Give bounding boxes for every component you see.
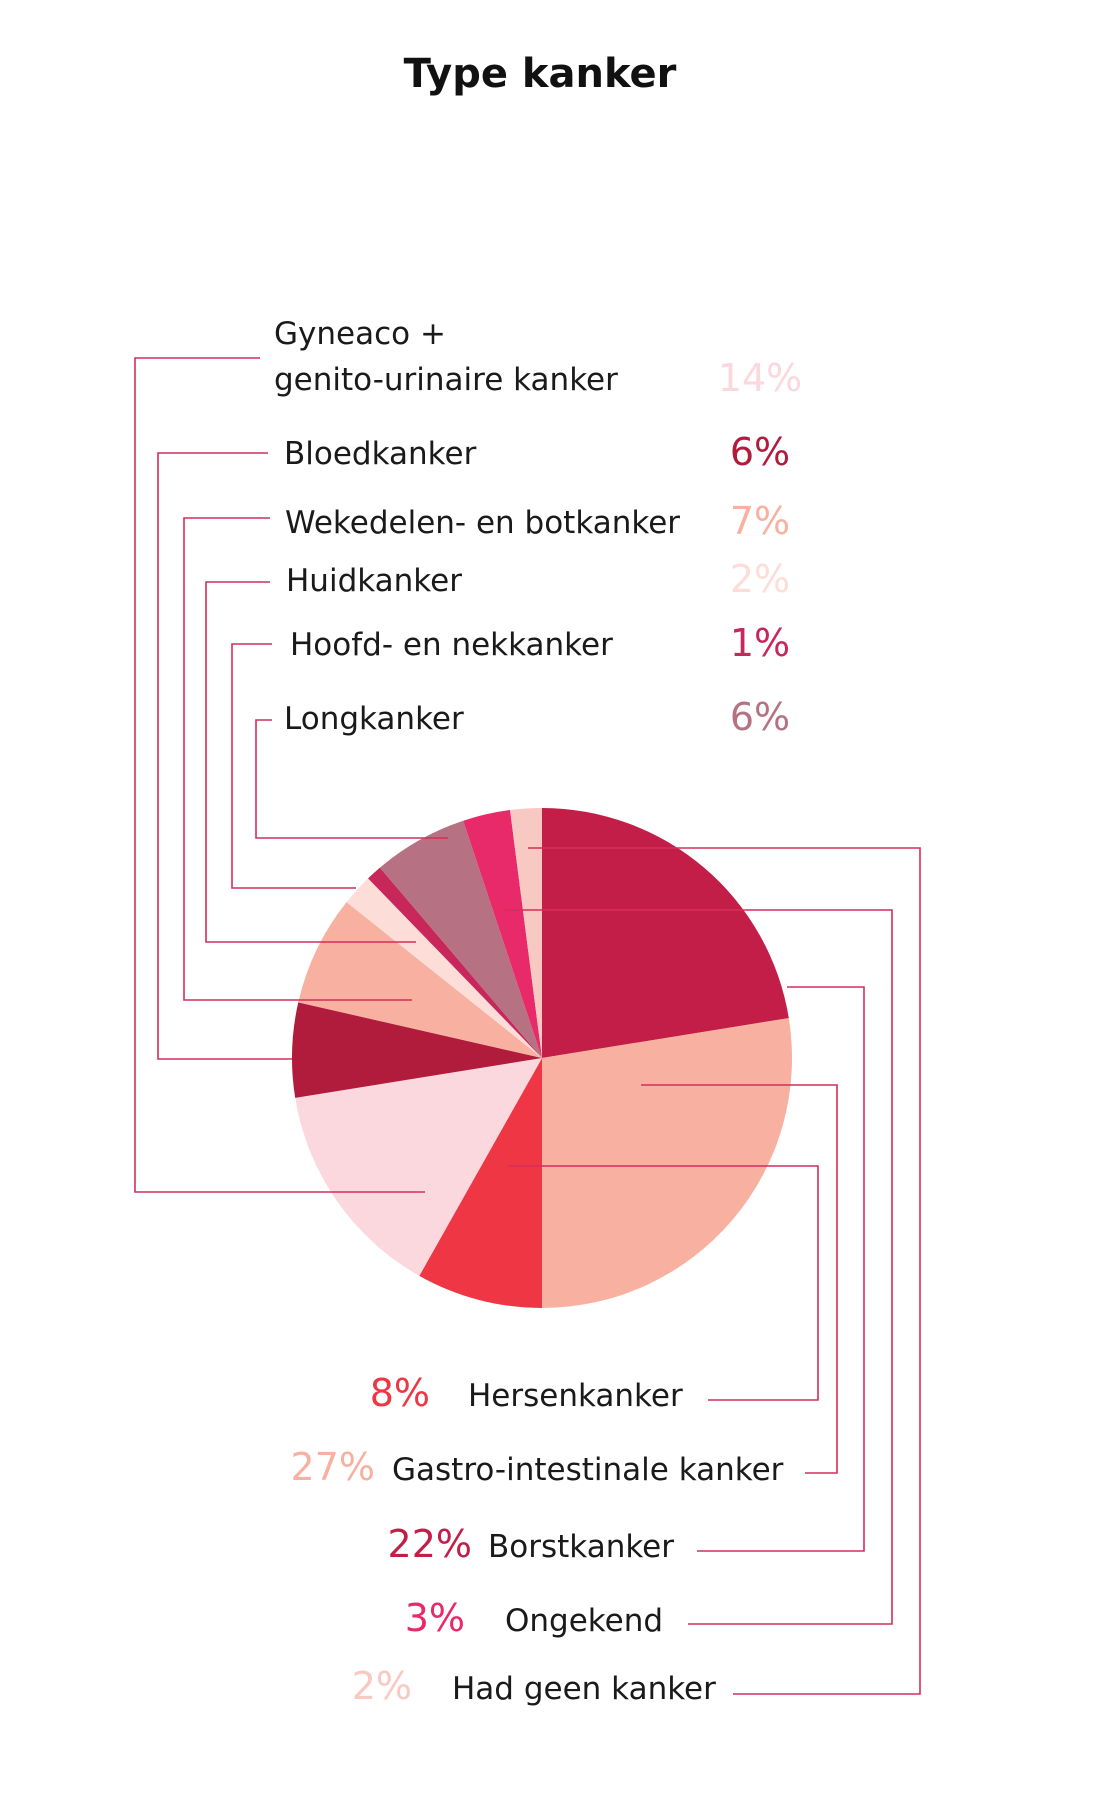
legend-label-hoofd-nek: Hoofd- en nekkanker xyxy=(290,627,613,663)
legend-value-gyneaco: 14% xyxy=(718,356,802,400)
pie-slice xyxy=(419,1058,542,1308)
pie-slice xyxy=(542,808,789,1058)
pie-slices xyxy=(291,808,793,1309)
pie-slice xyxy=(379,820,542,1058)
legend-value-gastro: 27% xyxy=(291,1445,375,1489)
legend-value-geen-kanker: 2% xyxy=(352,1664,412,1708)
pie-slice xyxy=(463,810,542,1058)
legend-label-wekedelen: Wekedelen- en botkanker xyxy=(285,505,680,541)
leader-line xyxy=(134,357,425,1193)
leader-line xyxy=(505,909,893,1625)
legend-value-hersenkanker: 8% xyxy=(370,1371,430,1415)
leader-line xyxy=(697,986,865,1552)
leader-line xyxy=(183,517,412,1001)
legend-label-huidkanker: Huidkanker xyxy=(286,563,462,599)
leader-line xyxy=(641,1084,838,1474)
leader-lines xyxy=(134,357,921,1695)
leader-line xyxy=(528,847,921,1695)
pie-slice xyxy=(295,1058,542,1276)
legend-value-longkanker: 6% xyxy=(730,695,790,739)
legend-label-gyneaco-line2: genito-urinaire kanker xyxy=(274,362,618,398)
legend-value-hoofd-nek: 1% xyxy=(730,621,790,665)
leader-line xyxy=(231,643,356,889)
legend-label-geen-kanker: Had geen kanker xyxy=(452,1671,716,1707)
legend-label-gyneaco-line1: Gyneaco + xyxy=(274,316,446,352)
leader-line xyxy=(508,1165,819,1401)
pie-slice xyxy=(291,1002,542,1098)
pie-slice xyxy=(510,808,542,1058)
pie-slice xyxy=(368,867,542,1058)
pie-slice xyxy=(542,1018,793,1309)
leader-line xyxy=(255,719,448,839)
legend-label-gastro: Gastro-intestinale kanker xyxy=(392,1452,784,1488)
legend-label-ongekend: Ongekend xyxy=(505,1603,663,1639)
legend-value-wekedelen: 7% xyxy=(730,499,790,543)
legend-label-borstkanker: Borstkanker xyxy=(488,1529,674,1565)
legend-value-borstkanker: 22% xyxy=(388,1522,472,1566)
legend-label-hersenkanker: Hersenkanker xyxy=(468,1378,683,1414)
pie-slice xyxy=(298,902,542,1058)
pie-slice xyxy=(346,878,542,1058)
leader-line xyxy=(205,581,416,943)
legend-value-ongekend: 3% xyxy=(405,1596,465,1640)
leader-line xyxy=(157,452,292,1060)
legend-label-bloedkanker: Bloedkanker xyxy=(284,436,477,472)
legend-value-huidkanker: 2% xyxy=(730,557,790,601)
chart-title: Type kanker xyxy=(404,51,677,97)
legend-label-longkanker: Longkanker xyxy=(284,701,464,737)
legend-value-bloedkanker: 6% xyxy=(730,430,790,474)
